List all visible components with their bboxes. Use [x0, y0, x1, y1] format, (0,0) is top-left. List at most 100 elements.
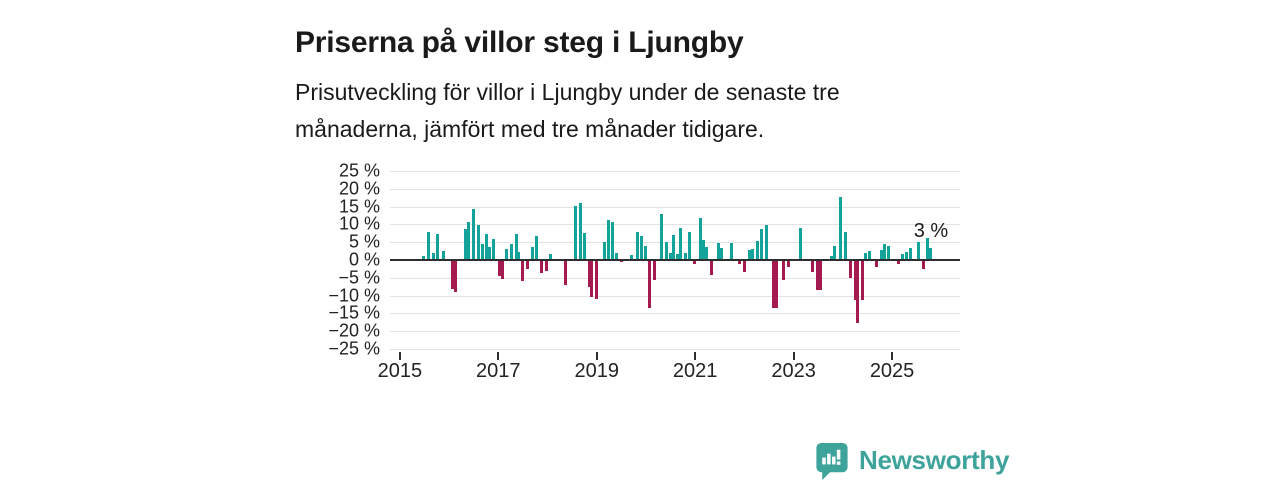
- bar-positive: [886, 245, 890, 260]
- bar-positive: [883, 244, 887, 260]
- bar-positive: [530, 246, 534, 260]
- y-axis-label: −15 %: [328, 302, 380, 323]
- bar-positive: [679, 228, 683, 260]
- bar-positive: [467, 221, 471, 260]
- y-axis-labels: 25 % 20 % 15 % 10 % 5 % 0 % −5 % −10 % −15 % −20 …: [285, 161, 380, 359]
- bar-positive: [676, 254, 680, 260]
- bar-positive: [747, 250, 751, 260]
- bar-positive: [839, 196, 843, 260]
- x-axis-label: 2023: [771, 360, 816, 382]
- bar-positive: [471, 209, 475, 260]
- x-axis-tick: [595, 352, 598, 360]
- subtitle-line-1: Prisutveckling för villor i Ljungby unde…: [295, 79, 840, 105]
- brand-logo: Newsworthy: [813, 441, 1009, 480]
- x-axis-label: 2017: [476, 360, 521, 382]
- y-axis-label: 10 %: [338, 213, 380, 234]
- bar-positive: [549, 254, 553, 260]
- bar-negative: [771, 260, 775, 309]
- bar-positive: [755, 241, 759, 260]
- bar-positive: [436, 233, 440, 260]
- bar-negative: [451, 260, 454, 290]
- bar-negative: [921, 260, 925, 270]
- bar-negative: [693, 260, 697, 265]
- bar-positive: [514, 233, 518, 260]
- bar-negative: [848, 260, 852, 279]
- bar-negative: [587, 260, 591, 287]
- bar-negative: [710, 260, 714, 275]
- bar-positive: [431, 252, 435, 260]
- bar-positive: [644, 246, 648, 260]
- bar-positive: [485, 233, 489, 260]
- bar-positive: [422, 256, 426, 260]
- bar-positive: [764, 225, 768, 260]
- subtitle-line-2: månaderna, jämfört med tre månader tidig…: [295, 116, 765, 142]
- x-axis-label: 2025: [869, 360, 915, 382]
- bar-positive: [510, 243, 514, 260]
- bar-positive: [750, 249, 754, 260]
- bar-positive: [615, 253, 619, 260]
- gridline: [390, 188, 960, 190]
- bar-positive: [672, 235, 676, 260]
- bar-chart-plot-area: 2015 2017 2019 2021 2023 2025 3 %: [378, 171, 960, 386]
- bar-positive: [916, 241, 920, 260]
- bar-positive: [516, 251, 520, 260]
- bar-positive: [491, 238, 495, 260]
- bar-positive: [879, 250, 883, 260]
- bar-negative: [563, 260, 567, 285]
- bar-negative: [774, 260, 778, 309]
- bar-negative: [619, 260, 623, 263]
- bar-negative: [525, 260, 529, 269]
- x-axis-tick: [398, 352, 401, 360]
- bar-positive: [698, 217, 702, 260]
- x-axis-tick: [891, 352, 894, 360]
- y-axis-label: −10 %: [328, 285, 380, 306]
- gridline: [390, 331, 960, 333]
- page-title: Priserna på villor steg i Ljungby: [295, 26, 744, 60]
- bar-negative: [743, 260, 747, 272]
- bar-positive: [729, 242, 733, 260]
- x-axis-label: 2021: [672, 360, 718, 382]
- bar-positive: [905, 251, 909, 260]
- bar-negative: [521, 260, 525, 282]
- bar-positive: [640, 236, 644, 260]
- bar-positive: [720, 248, 724, 260]
- bar-positive: [908, 247, 912, 260]
- bar-negative: [453, 260, 457, 292]
- chart-subtitle: Prisutveckling för villor i Ljungby unde…: [295, 74, 840, 148]
- bar-negative: [782, 260, 786, 280]
- bar-positive: [669, 253, 673, 260]
- gridline: [390, 277, 960, 279]
- bar-positive: [481, 243, 485, 260]
- x-axis-tick: [694, 352, 697, 360]
- y-axis-label: −20 %: [328, 320, 380, 341]
- gridline: [390, 171, 960, 172]
- bar-positive: [683, 253, 687, 260]
- bar-negative: [787, 260, 791, 267]
- bar-positive: [799, 228, 803, 260]
- bar-positive: [476, 225, 480, 260]
- bar-positive: [487, 247, 491, 260]
- bar-positive: [829, 256, 833, 260]
- y-axis-label: −25 %: [328, 338, 380, 359]
- bar-positive: [704, 247, 708, 260]
- bar-positive: [660, 214, 664, 260]
- y-axis-label: −5 %: [338, 267, 380, 288]
- bar-positive: [574, 205, 578, 260]
- bar-positive: [610, 221, 614, 260]
- gridline: [390, 224, 960, 226]
- bar-negative: [856, 260, 860, 324]
- y-axis-label: 15 %: [338, 196, 380, 217]
- bar-positive: [535, 235, 539, 260]
- bar-positive: [863, 253, 867, 260]
- bar-negative: [875, 260, 879, 267]
- bar-positive: [688, 231, 692, 260]
- bar-positive: [427, 231, 431, 260]
- bar-positive: [629, 255, 633, 260]
- bar-chart-speech-bubble-icon: [816, 442, 848, 480]
- bar-negative: [540, 260, 544, 274]
- y-axis-label: 0 %: [348, 249, 380, 270]
- gridline: [390, 206, 960, 208]
- bar-positive: [832, 246, 836, 260]
- bar-negative: [810, 260, 814, 272]
- bar-negative: [652, 260, 656, 280]
